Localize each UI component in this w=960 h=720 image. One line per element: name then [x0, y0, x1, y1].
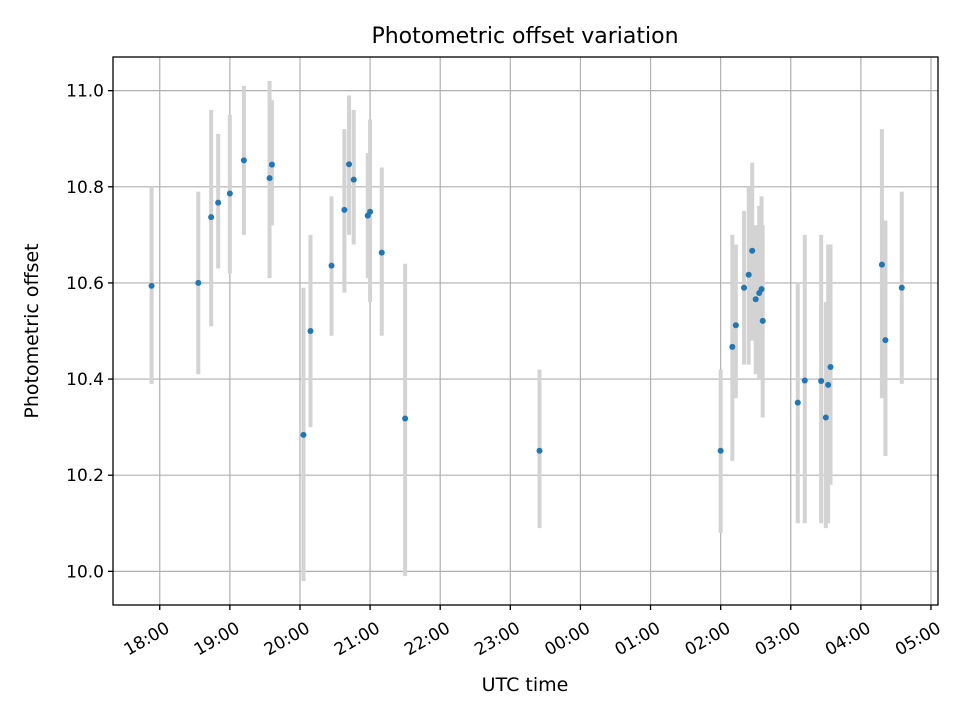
- data-point: [729, 343, 736, 350]
- data-point: [240, 157, 247, 164]
- errorbar-layer: [149, 81, 904, 581]
- data-point: [749, 247, 756, 254]
- data-point: [328, 262, 335, 269]
- chart-title: Photometric offset variation: [371, 24, 678, 49]
- y-tick-label: 10.6: [66, 274, 104, 294]
- data-point: [350, 176, 357, 183]
- data-point: [822, 414, 829, 421]
- x-tick-label: 01:00: [612, 618, 664, 660]
- data-point: [300, 431, 307, 438]
- x-tick-label: 19:00: [191, 618, 243, 660]
- data-point: [818, 377, 825, 384]
- data-point: [215, 199, 222, 206]
- y-axis: 10.0 10.2 10.4 10.6 10.8 11.0: [66, 82, 113, 582]
- point-layer: [148, 157, 905, 454]
- x-tick-label: 18:00: [121, 618, 173, 660]
- data-point: [882, 337, 889, 344]
- data-point: [717, 447, 724, 454]
- plot-frame: [112, 56, 939, 606]
- data-point: [367, 208, 374, 215]
- y-tick-label: 10.2: [66, 466, 104, 486]
- x-tick-label: 00:00: [541, 618, 593, 660]
- x-tick-label: 23:00: [471, 618, 523, 660]
- y-axis-label: Photometric offset: [21, 243, 43, 418]
- data-point: [898, 284, 905, 291]
- data-point: [266, 175, 273, 182]
- data-point: [827, 364, 834, 371]
- y-tick-label: 10.8: [66, 178, 104, 198]
- data-point: [226, 190, 233, 197]
- y-tick-label: 10.4: [66, 370, 104, 390]
- x-tick-label: 05:00: [892, 618, 944, 660]
- data-point: [148, 282, 155, 289]
- data-point: [536, 447, 543, 454]
- data-point: [794, 399, 801, 406]
- data-point: [402, 415, 409, 422]
- x-axis: 18:00 19:00 20:00 21:00 22:00 23:00 00:00 01:00…: [121, 605, 944, 660]
- data-point: [732, 322, 739, 329]
- data-point: [378, 249, 385, 256]
- data-point: [195, 279, 202, 286]
- y-tick-label: 11.0: [66, 82, 104, 102]
- data-point: [741, 284, 748, 291]
- data-point: [752, 296, 759, 303]
- data-point: [268, 161, 275, 168]
- data-point: [825, 381, 832, 388]
- x-tick-label: 22:00: [401, 618, 453, 660]
- x-axis-label: UTC time: [482, 674, 569, 696]
- data-point: [759, 317, 766, 324]
- y-tick-label: 10.0: [66, 562, 104, 582]
- x-tick-label: 02:00: [682, 618, 734, 660]
- data-point: [307, 328, 314, 334]
- data-point: [346, 161, 353, 168]
- data-point: [878, 261, 885, 268]
- grid-layer: [113, 57, 938, 605]
- x-tick-label: 21:00: [331, 618, 383, 660]
- data-point: [341, 206, 348, 213]
- x-tick-label: 03:00: [752, 618, 804, 660]
- data-point: [758, 286, 765, 293]
- data-point: [801, 377, 808, 384]
- x-tick-label: 20:00: [261, 618, 313, 660]
- x-tick-label: 04:00: [822, 618, 874, 660]
- data-point: [745, 271, 752, 278]
- data-point: [208, 214, 215, 221]
